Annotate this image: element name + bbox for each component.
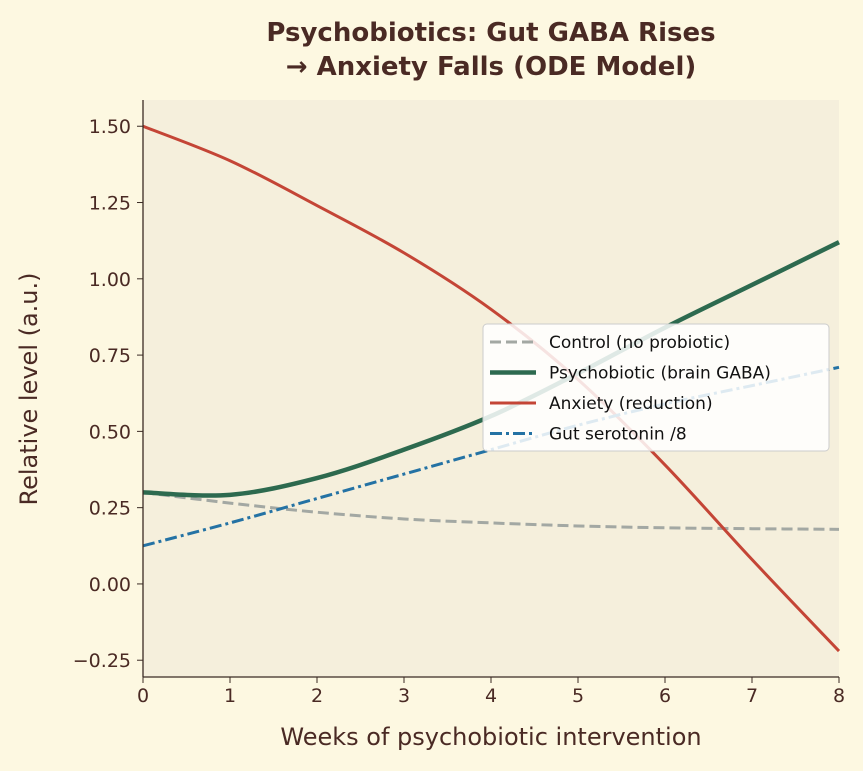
y-tick-label: 0.25 — [89, 498, 131, 520]
x-tick-label: 7 — [746, 685, 758, 707]
series-line — [142, 124, 841, 653]
legend-label: Anxiety (reduction) — [549, 394, 713, 414]
x-tick-label: 1 — [224, 685, 236, 707]
y-tick-label: 1.00 — [89, 269, 131, 291]
x-tick-label: 0 — [137, 685, 149, 707]
x-axis-label: Weeks of psychobiotic intervention — [280, 723, 701, 751]
x-tick-label: 8 — [833, 685, 845, 707]
y-axis-label: Relative level (a.u.) — [15, 272, 43, 505]
legend: Control (no probiotic) Psychobiotic (brai… — [482, 323, 830, 452]
y-tick-label: 1.25 — [89, 193, 131, 215]
x-tick-label: 5 — [572, 685, 584, 707]
x-tick-label: 4 — [485, 685, 497, 707]
legend-label: Psychobiotic (brain GABA) — [549, 364, 771, 384]
y-tick-label: −0.25 — [73, 650, 131, 672]
x-tick-label: 6 — [659, 685, 671, 707]
y-tick-label: 0.50 — [89, 421, 131, 443]
x-tick-label: 2 — [311, 685, 323, 707]
legend-label: Control (no probiotic) — [549, 333, 730, 353]
series-line — [142, 490, 840, 531]
y-tick-label: 0.75 — [89, 345, 131, 367]
legend-box — [482, 323, 830, 452]
chart-title: Psychobiotics: Gut GABA Rises → Anxiety F… — [266, 18, 715, 82]
legend-label: Gut serotonin /8 — [549, 425, 687, 445]
x-tick-label: 3 — [398, 685, 410, 707]
y-tick-label: 1.50 — [89, 116, 131, 138]
y-tick-label: 0.00 — [89, 574, 131, 596]
